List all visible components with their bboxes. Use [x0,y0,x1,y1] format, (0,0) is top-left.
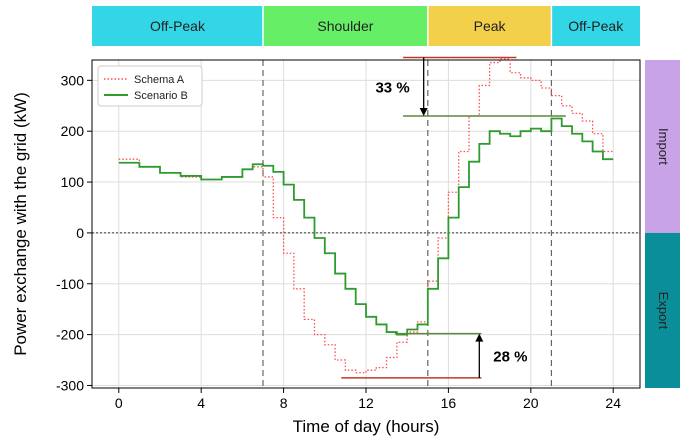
series-line [118,58,614,374]
period-label: Shoulder [317,18,373,34]
y-tick-label: 0 [76,225,84,241]
period-label: Off-Peak [150,18,206,34]
period-band [92,6,263,46]
y-tick-label: 300 [61,72,85,88]
legend-label: Scenario B [134,90,188,102]
y-tick-label: -100 [56,276,84,292]
x-tick-label: 12 [358,395,374,411]
annotation-arrowhead [419,107,428,116]
period-label: Off-Peak [568,18,624,34]
x-axis-label: Time of day (hours) [293,417,440,436]
side-band [645,232,680,388]
x-tick-label: 8 [280,395,288,411]
y-tick-label: -200 [56,327,84,343]
annotation-arrowhead [475,333,484,342]
x-tick-label: 16 [441,395,457,411]
period-band [427,6,552,46]
y-tick-label: 100 [61,174,85,190]
x-tick-label: 24 [605,395,621,411]
period-band [551,6,640,46]
x-tick-label: 0 [115,395,123,411]
y-axis-label: Power exchange with the grid (kW) [11,92,30,356]
side-label: Export [656,292,671,330]
y-tick-label: -300 [56,377,84,393]
annotation-label: 28 % [493,349,527,366]
side-label: Import [656,128,671,165]
period-label: Peak [474,18,507,34]
legend-label: Schema A [134,74,185,86]
annotation-label: 33 % [375,80,409,97]
side-band [645,60,680,233]
x-tick-label: 20 [523,395,539,411]
x-tick-label: 4 [197,395,205,411]
y-tick-label: 200 [61,123,85,139]
period-band [262,6,428,46]
